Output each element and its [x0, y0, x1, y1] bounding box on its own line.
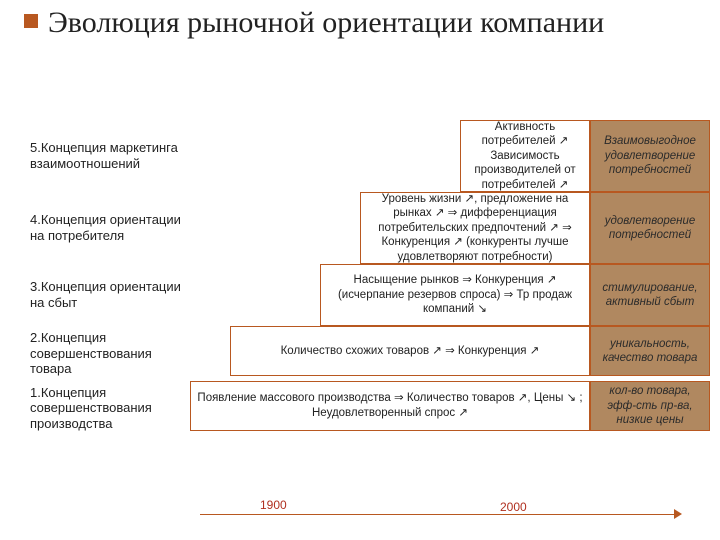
row-1-mid: Появление массового производства ⇒ Колич… — [190, 381, 590, 431]
row-4-spacer — [190, 192, 360, 264]
row-3: 3.Концепция ориентации на сбыт Насыщение… — [30, 264, 710, 326]
row-4-mid: Уровень жизни ↗, предложение на рынках ↗… — [360, 192, 590, 264]
row-5-spacer — [190, 120, 460, 192]
row-5-mid: Активность потребителей ↗ Зависимость пр… — [460, 120, 590, 192]
row-3-right: стимули­рование, активный сбыт — [590, 264, 710, 326]
row-4: 4.Концепция ориентации на потребителя Ур… — [30, 192, 710, 264]
slide-title: Эволюция рыночной ориентации компании — [48, 6, 604, 39]
row-3-label: 3.Концепция ориентации на сбыт — [30, 264, 190, 326]
diagram-grid: 5.Концепция маркетинга взаимоотношений А… — [30, 120, 710, 436]
timeline: 1900 2000 — [200, 504, 680, 524]
timeline-1900: 1900 — [260, 498, 287, 512]
row-4-right: удовлетво­рение потребностей — [590, 192, 710, 264]
row-2-label: 2.Концепция совершенствования товара — [30, 326, 190, 381]
row-5: 5.Концепция маркетинга взаимоотношений А… — [30, 120, 710, 192]
row-1-label: 1.Концепция совершенствования производст… — [30, 381, 190, 436]
row-2-spacer — [190, 326, 230, 376]
row-5-right: Взаимовыгодное удовлетворение потребност… — [590, 120, 710, 192]
row-1: 1.Концепция совершенствования производст… — [30, 381, 710, 436]
row-2-mid: Количество схожих товаров ↗ ⇒ Конкуренци… — [230, 326, 590, 376]
row-4-label: 4.Концепция ориентации на потребителя — [30, 192, 190, 264]
slide: Эволюция рыночной ориентации компании 5.… — [0, 0, 720, 540]
row-3-mid: Насыщение рынков ⇒ Конкуренция ↗ (исчерп… — [320, 264, 590, 326]
row-2-right: уникальность, качество товара — [590, 326, 710, 376]
row-2: 2.Концепция совершенствования товара Кол… — [30, 326, 710, 381]
row-3-spacer — [190, 264, 320, 326]
timeline-line — [200, 514, 676, 515]
accent-square — [24, 14, 38, 28]
row-1-right: кол-во товара, эфф-сть пр-ва, низкие цен… — [590, 381, 710, 431]
timeline-arrow-icon — [674, 509, 682, 519]
row-5-label: 5.Концепция маркетинга взаимоотношений — [30, 120, 190, 192]
timeline-2000: 2000 — [500, 500, 527, 514]
